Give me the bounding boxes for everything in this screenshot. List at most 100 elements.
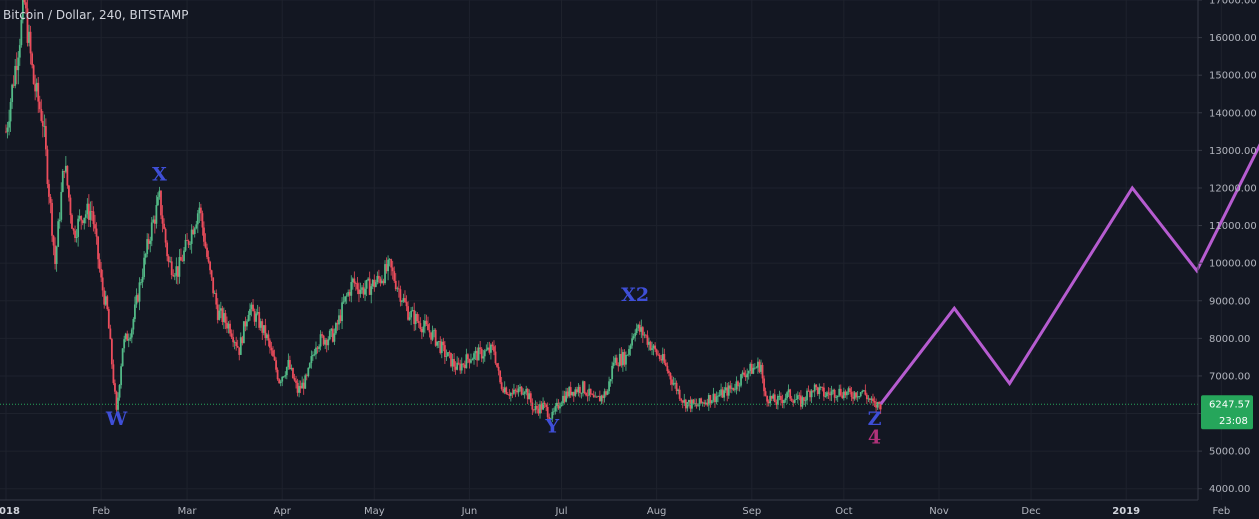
candle-body [327, 339, 330, 346]
candle-body [672, 383, 675, 385]
candle-body [54, 245, 57, 264]
candle-body [132, 319, 135, 330]
candle-body [28, 31, 30, 43]
candle-body [746, 373, 749, 378]
candle-body [201, 213, 204, 228]
candle-body [377, 275, 380, 279]
candle-body [493, 346, 495, 352]
time-axis-tick-label: 2019 [1112, 506, 1140, 517]
candle-body [250, 304, 253, 310]
candle-body [270, 347, 273, 351]
candle-body [233, 342, 236, 343]
price-badge-bg [1201, 395, 1253, 430]
candle-body [275, 360, 277, 370]
candle-body [842, 391, 845, 399]
candle-body [259, 321, 262, 328]
candle-body [388, 259, 391, 260]
candle-body [236, 345, 239, 348]
candle-body [361, 287, 363, 290]
candle-body [637, 324, 640, 329]
candle-body [44, 126, 47, 150]
candle-body [379, 278, 382, 283]
candle-body [491, 344, 494, 347]
candle-body [5, 131, 7, 133]
candle-body [723, 390, 726, 398]
candle-body [503, 387, 506, 393]
candle-body [592, 394, 595, 398]
candle-body [476, 350, 478, 361]
candle-body [21, 0, 24, 20]
candle-body [338, 315, 340, 325]
candle-body [95, 228, 98, 237]
candle-body [374, 282, 377, 287]
candle-body [43, 126, 46, 127]
candle-body [190, 229, 193, 244]
candle-body [655, 349, 658, 355]
candle-body [631, 338, 633, 346]
candle-body [522, 393, 525, 395]
candle-body [362, 287, 365, 295]
wave-label-z: Z [868, 408, 882, 430]
candle-body [127, 339, 130, 341]
candle-body [552, 411, 555, 413]
candle-body [743, 372, 746, 376]
candle-body [562, 395, 564, 404]
candle-body [836, 395, 839, 398]
candle-body [766, 395, 769, 402]
candle-body [166, 242, 169, 257]
candle-body [855, 392, 858, 398]
candle-body [258, 312, 261, 328]
candle-body [517, 388, 520, 393]
candle-body [427, 324, 429, 331]
candle-body [419, 323, 422, 329]
candle-body [120, 366, 122, 386]
candle-body [865, 394, 868, 400]
candle-body [780, 395, 782, 400]
candle-body [597, 396, 600, 397]
candle-body [170, 261, 173, 275]
candle-body [856, 396, 859, 398]
candle-body [41, 120, 44, 127]
candle-body [589, 388, 592, 395]
candle-body [308, 363, 311, 368]
candle-body [267, 334, 270, 341]
candle-body [246, 321, 248, 327]
candle-body [175, 266, 178, 276]
candle-body [287, 359, 290, 368]
candle-body [34, 84, 37, 92]
candle-body [397, 288, 400, 290]
candle-body [436, 341, 439, 346]
candle-body [447, 352, 449, 357]
candle-body [203, 227, 205, 242]
wave-label-w: W [105, 408, 128, 430]
candle-body [40, 109, 43, 121]
candle-body [74, 230, 76, 238]
price-axis-tick-label: 10000.00 [1209, 259, 1257, 270]
time-axis[interactable]: 2018 Feb Mar Apr May Jun Jul Aug Sep Oct Nov Dec 201… [0, 499, 1230, 517]
candle-body [660, 358, 663, 361]
candle-body [147, 239, 150, 244]
candle-body [60, 191, 63, 220]
candle-body [471, 359, 474, 361]
candle-body [61, 170, 64, 192]
candle-body [456, 362, 459, 370]
candle-body [648, 341, 650, 345]
candle-body [399, 289, 402, 302]
candle-body [737, 381, 739, 387]
candle-body [816, 387, 819, 395]
candle-body [523, 392, 526, 394]
candle-body [712, 393, 715, 401]
candle-body [110, 339, 113, 365]
candle-body [787, 389, 790, 393]
candle-body [129, 337, 132, 340]
candle-body [625, 354, 627, 365]
candle-body [760, 364, 762, 372]
candle-body [169, 261, 172, 263]
candle-body [49, 196, 52, 203]
candle-body [784, 398, 787, 401]
candle-body [430, 332, 432, 340]
candle-body [98, 259, 101, 270]
candle-body [239, 337, 242, 355]
candle-body [869, 398, 871, 400]
